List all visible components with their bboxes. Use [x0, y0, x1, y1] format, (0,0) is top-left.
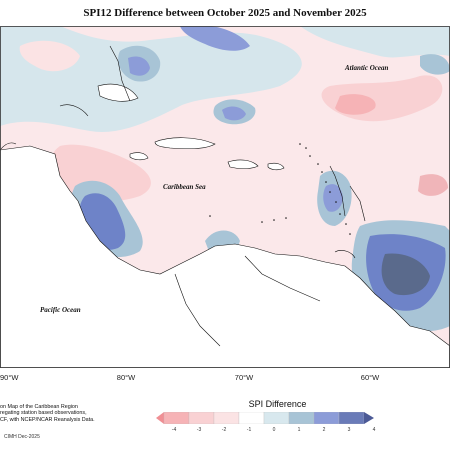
legend-tick: -3	[196, 427, 202, 433]
legend-tick: 1	[297, 427, 301, 433]
legend-tick: 4	[372, 427, 376, 433]
atlantic-ocean-label: Atlantic Ocean	[344, 64, 388, 72]
legend-swatch	[288, 412, 315, 424]
landmass	[0, 83, 450, 368]
legend-swatch	[338, 412, 365, 424]
pacific-ocean-label: Pacific Ocean	[40, 306, 81, 314]
lon-label-80w: 80°W	[116, 373, 136, 382]
lon-label-90w: 90°W	[0, 373, 19, 382]
credit-line: CF, with NCEP/NCAR Reanalysis Data.	[0, 416, 95, 423]
legend-tick: -4	[171, 427, 177, 433]
map-frame: Atlantic Ocean Caribbean Sea Pacific Oce…	[0, 26, 450, 368]
legend-title: SPI Difference	[248, 399, 307, 409]
legend-swatch	[213, 412, 240, 424]
legend-tick: -2	[221, 427, 227, 433]
legend-swatch	[163, 412, 190, 424]
legend-tick: -1	[246, 427, 252, 433]
lon-label-60w: 60°W	[360, 373, 380, 382]
legend-swatch	[313, 412, 340, 424]
legend-swatch	[156, 412, 164, 424]
legend-tick: 2	[322, 427, 326, 433]
footer-credit: CIMH Dec-2025	[4, 434, 40, 440]
islands	[209, 143, 351, 235]
legend-swatch	[364, 412, 374, 424]
coastlines	[0, 45, 366, 347]
legend-swatch	[263, 412, 290, 424]
map-title: SPI12 Difference between October 2025 an…	[83, 7, 367, 19]
legend-swatch	[188, 412, 215, 424]
credit-line: regating station based observations,	[0, 410, 87, 417]
legend-colorbar	[156, 412, 374, 424]
legend-swatch	[238, 412, 265, 424]
anomaly-field	[0, 26, 450, 332]
legend-ticks: -4 -3 -2 -1 0 1 2 3 4	[156, 427, 391, 435]
credit-block: on Map of the Caribbean Region regating …	[0, 404, 150, 423]
credit-line: on Map of the Caribbean Region	[0, 404, 78, 410]
legend-tick: 3	[347, 427, 351, 433]
caribbean-sea-label: Caribbean Sea	[163, 183, 206, 191]
lon-label-70w: 70°W	[234, 373, 254, 382]
legend-tick: 0	[272, 427, 276, 433]
spi-map: Atlantic Ocean Caribbean Sea Pacific Oce…	[0, 26, 450, 368]
